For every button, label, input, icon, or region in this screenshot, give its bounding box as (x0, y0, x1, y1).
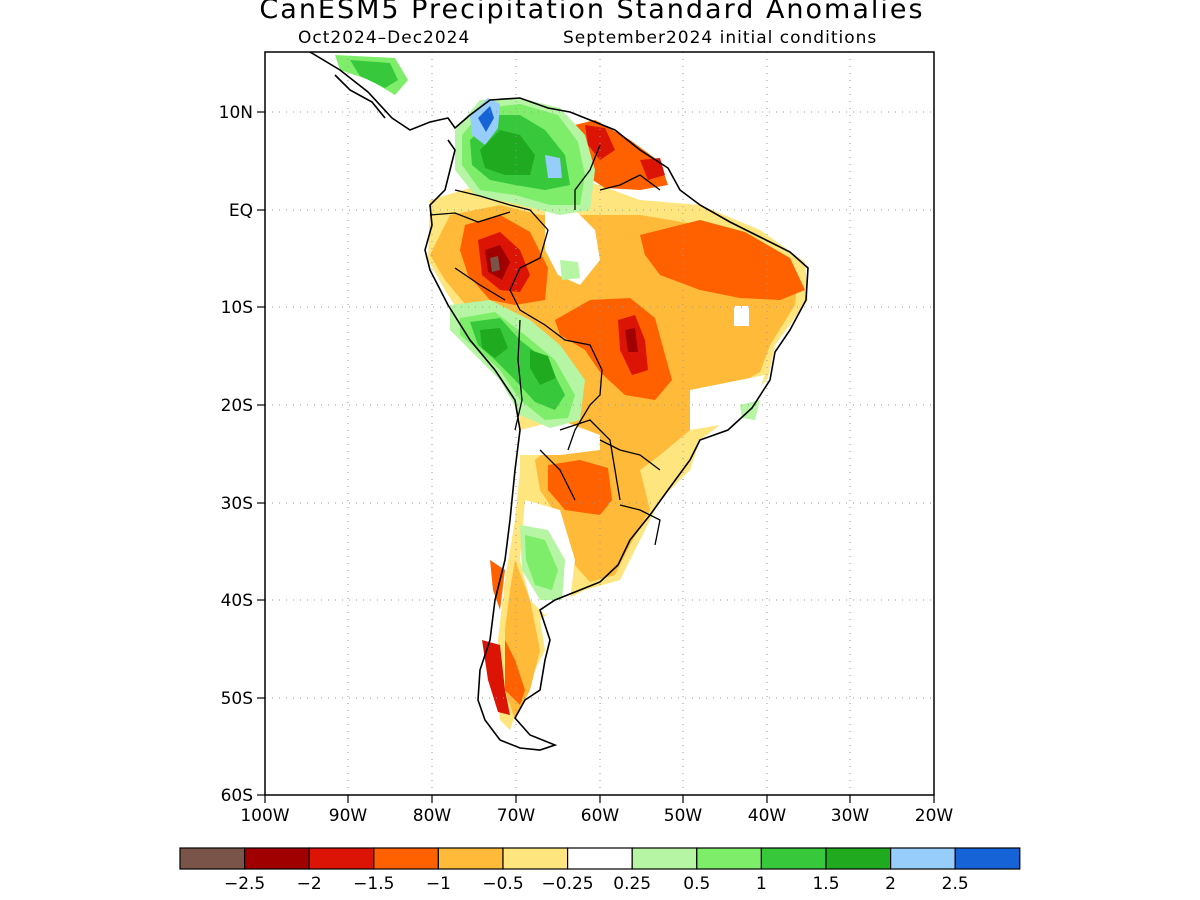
legend-label-10: 2 (885, 874, 896, 894)
legend-swatch-1 (244, 847, 310, 870)
lon-label-80w: 80W (413, 806, 452, 826)
legend-swatch-11 (889, 847, 956, 870)
lat-label-40s: 40S (221, 591, 253, 611)
lon-label-70w: 70W (497, 806, 536, 826)
lon-label-20w: 20W (915, 806, 954, 826)
legend-swatch-8 (696, 847, 762, 870)
legend-label-11: 2.5 (942, 874, 969, 894)
lat-label-20s: 20S (221, 396, 253, 416)
lat-label-10n: 10N (219, 103, 253, 123)
initial-conditions: September2024 initial conditions (563, 28, 878, 48)
lon-label-100w: 100W (240, 806, 289, 826)
legend-swatch-6 (566, 847, 633, 870)
lat-label-50s: 50S (221, 689, 253, 709)
map-panel: 100W 90W 80W 70W 60W 50W 40W 30W 20W 10N… (219, 51, 954, 826)
legend-swatch-2 (308, 847, 375, 870)
lon-label-30w: 30W (831, 806, 870, 826)
anomaly-dry-strong (640, 220, 805, 300)
lon-label-50w: 50W (664, 806, 703, 826)
legend-label-3: −1 (426, 874, 451, 894)
legend-label-4: −0.5 (482, 874, 523, 894)
legend-label-8: 1 (756, 874, 767, 894)
legend-label-7: 0.5 (683, 874, 710, 894)
legend-label-6: 0.25 (613, 874, 651, 894)
legend-label-1: −2 (297, 874, 322, 894)
legend-label-0: −2.5 (224, 874, 265, 894)
map-title: CanESM5 Precipitation Standard Anomalies (259, 0, 925, 25)
legend-swatch-3 (373, 847, 439, 870)
lat-label-60s: 60S (221, 786, 253, 806)
legend-swatch-9 (760, 847, 827, 870)
forecast-period: Oct2024–Dec2024 (298, 28, 471, 48)
anomaly-near-normal (545, 205, 600, 285)
legend-label-5: −0.25 (542, 874, 594, 894)
axis-ticks (257, 111, 935, 803)
lat-label-30s: 30S (221, 494, 253, 514)
lat-label-eq: EQ (229, 201, 253, 221)
lon-label-90w: 90W (329, 806, 368, 826)
lon-label-40w: 40W (748, 806, 787, 826)
legend-swatch-7 (631, 847, 698, 870)
legend-swatch-10 (825, 847, 892, 870)
legend-swatch-5 (502, 847, 569, 870)
legend-swatch-4 (437, 847, 504, 870)
lat-label-10s: 10S (221, 298, 253, 318)
color-legend: −2.5 −2 −1.5 −1 −0.5 −0.25 0.25 0.5 1 1.5 2 2.5 (179, 847, 1021, 894)
legend-swatch-0 (179, 847, 246, 870)
lon-label-60w: 60W (581, 806, 620, 826)
coastlines (309, 52, 809, 751)
legend-label-2: −1.5 (353, 874, 394, 894)
country-borders (429, 144, 661, 546)
legend-swatch-12 (954, 847, 1021, 870)
legend-label-9: 1.5 (812, 874, 839, 894)
